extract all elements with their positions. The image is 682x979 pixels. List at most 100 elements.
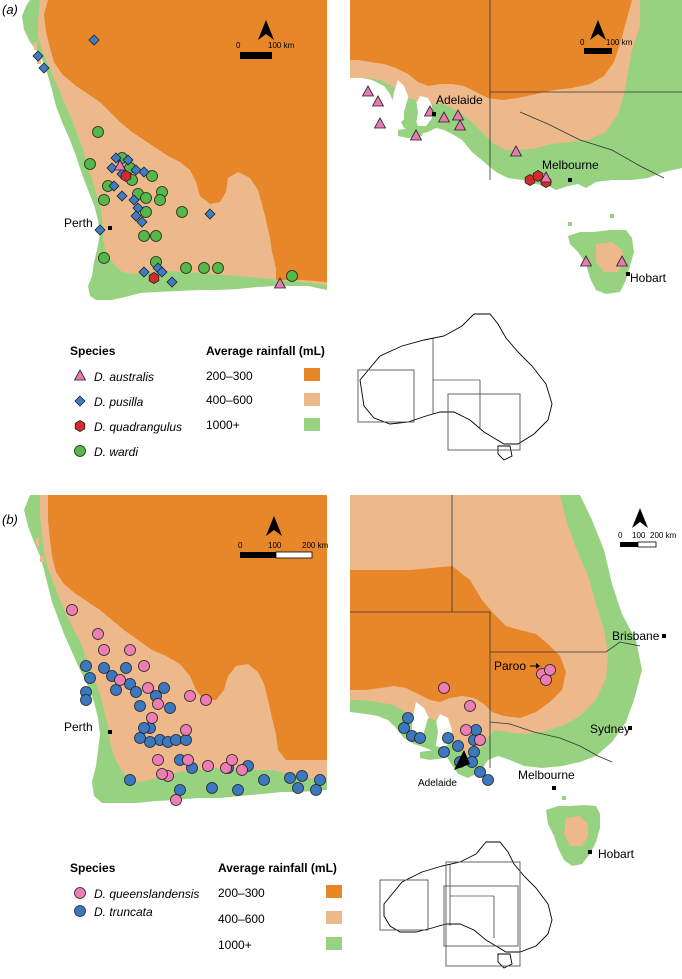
marker-d-truncata xyxy=(438,746,450,758)
legend-rainfall-label: 400–600 xyxy=(218,912,265,926)
marker-d-truncata xyxy=(98,662,110,674)
city-marker xyxy=(432,112,436,116)
marker-d-wardi xyxy=(146,170,158,182)
marker-d-pusilla xyxy=(136,216,148,228)
city-marker xyxy=(662,634,666,638)
legend-swatch-low xyxy=(326,885,342,898)
scale-label-zero: 0 xyxy=(238,541,243,550)
adelaide-arrow xyxy=(454,750,470,770)
marker-d-truncata xyxy=(206,782,218,794)
marker-d-truncata xyxy=(138,722,150,734)
legend-rainfall-label: 200–300 xyxy=(218,886,265,900)
city-marker xyxy=(628,726,632,730)
north-arrow xyxy=(266,516,282,536)
marker-d-wardi xyxy=(198,262,210,274)
scale-bar xyxy=(240,52,272,59)
marker-d-truncata xyxy=(414,732,426,744)
state-border xyxy=(490,641,641,653)
city-label-perth: Perth xyxy=(64,216,93,230)
marker-d-wardi xyxy=(140,192,152,204)
marker-d-queenslandensis xyxy=(460,724,472,736)
legend-rainfall-title: Average rainfall (mL) xyxy=(218,861,337,875)
scale-bar-black xyxy=(240,552,276,558)
marker-d-queenslandensis xyxy=(236,764,248,776)
marker-d-pusilla xyxy=(130,164,142,176)
marker-d-wardi xyxy=(140,206,152,218)
island xyxy=(562,796,566,800)
city-label-hobart: Hobart xyxy=(630,271,667,285)
marker-d-truncata xyxy=(452,740,464,752)
marker-d-truncata xyxy=(130,686,142,698)
legend-rainfall-b: Average rainfall (mL) 200–300 400–600 10… xyxy=(218,861,342,952)
scale-label-zero: 0 xyxy=(580,38,585,47)
legend-species-b: Species D. queenslandensis D. truncata xyxy=(70,861,199,919)
marker-d-truncata xyxy=(442,732,454,744)
city-marker xyxy=(568,178,572,182)
marker-d-truncata xyxy=(310,784,322,796)
marker-d-truncata xyxy=(232,784,244,796)
yorke-peninsula xyxy=(404,98,418,128)
marker-d-truncata xyxy=(174,784,186,796)
species-markers xyxy=(32,34,629,806)
marker-d-queenslandensis xyxy=(544,664,556,676)
marker-d-australis xyxy=(361,85,375,97)
marker-d-australis xyxy=(579,255,593,267)
marker-d-queenslandensis xyxy=(220,762,232,774)
legend-species-label: D. wardi xyxy=(94,445,138,459)
city-label-melbourne: Melbourne xyxy=(542,158,599,172)
city-label-adelaide: Adelaide xyxy=(436,93,483,107)
legend-rainfall-title: Average rainfall (mL) xyxy=(206,344,325,358)
island xyxy=(37,58,41,64)
marker-d-pusilla xyxy=(122,154,134,166)
legend-swatch-high xyxy=(304,418,320,431)
marker-d-queenslandensis xyxy=(200,694,212,706)
marker-d-truncata xyxy=(120,662,132,674)
marker-d-queenslandensis xyxy=(170,794,182,806)
marker-d-wardi xyxy=(84,158,96,170)
panel-a-east-map xyxy=(350,0,682,300)
legend-swatch-low xyxy=(304,368,320,381)
island xyxy=(606,612,610,622)
marker-d-truncata xyxy=(180,734,192,746)
marker-d-wardi xyxy=(154,194,166,206)
marker-d-truncata xyxy=(258,774,270,786)
marker-d-pusilla xyxy=(88,34,100,46)
marker-d-pusilla xyxy=(116,190,128,202)
scale-label-end: 200 km xyxy=(650,531,677,540)
scale-label-end: 200 km xyxy=(302,541,329,550)
city-marker xyxy=(588,850,592,854)
scale-label-mid: 100 xyxy=(632,531,646,540)
marker-d-truncata xyxy=(124,678,136,690)
marker-d-wardi xyxy=(176,206,188,218)
marker-d-australis xyxy=(615,255,629,267)
scale-label-mid: 100 xyxy=(268,541,282,550)
marker-d-australis xyxy=(373,117,387,129)
marker-d-queenslandensis xyxy=(138,660,150,672)
marker-d-queenslandensis xyxy=(438,682,450,694)
scale-bar-black xyxy=(620,542,638,547)
marker-d-pusilla xyxy=(138,266,150,278)
inset-australia-a xyxy=(357,313,553,461)
marker-d-wardi xyxy=(180,262,192,274)
marker-d-queenslandensis xyxy=(202,760,214,772)
panel-a-label: (a) xyxy=(2,2,18,17)
legend-marker-circle xyxy=(74,445,86,457)
city-label-brisbane: Brisbane xyxy=(612,629,660,643)
marker-d-queenslandensis xyxy=(474,734,486,746)
marker-d-truncata xyxy=(80,694,92,706)
marker-d-queenslandensis xyxy=(152,698,164,710)
marker-d-australis xyxy=(453,119,467,131)
island xyxy=(36,538,39,546)
legend-marker-circle xyxy=(74,887,86,899)
island xyxy=(40,556,44,562)
marker-d-truncata xyxy=(482,774,494,786)
scale-bar-white xyxy=(275,551,313,559)
marker-d-queenslandensis xyxy=(540,674,552,686)
scale-bar xyxy=(584,48,612,54)
marker-d-queenslandensis xyxy=(66,604,78,616)
city-label-paroo: Paroo xyxy=(494,659,526,673)
land-low-rainfall xyxy=(44,0,327,282)
marker-d-truncata xyxy=(398,722,410,734)
